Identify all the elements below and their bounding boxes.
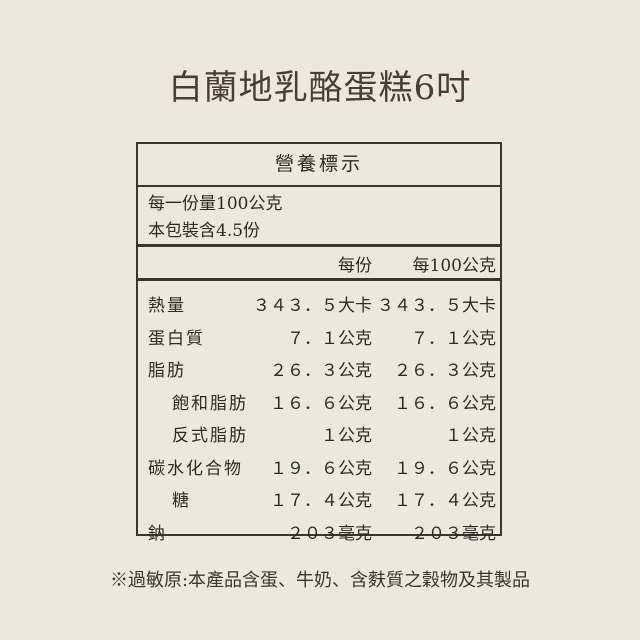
col-per-serving: 每份 bbox=[338, 256, 372, 276]
serving-info: 每一份量100公克 本包裝含4.5份 bbox=[138, 187, 500, 247]
nutrient-row: 碳水化合物 １９．６公克 １９．６公克 bbox=[138, 450, 500, 483]
nutrient-row: 熱量 ３４３．５大卡 ３４３．５大卡 bbox=[138, 287, 500, 320]
nutrient-name: 脂肪 bbox=[148, 361, 186, 381]
per-serving-value: ２０３毫克 bbox=[287, 523, 372, 544]
per-100g-value: １公克 bbox=[445, 426, 496, 446]
nutrient-name: 熱量 bbox=[148, 296, 186, 316]
nutrient-name: 蛋白質 bbox=[148, 328, 205, 349]
nutrient-row: 飽和脂肪 １６．６公克 １６．６公克 bbox=[138, 385, 500, 418]
per-100g-value: ２０３毫克 bbox=[411, 523, 496, 544]
col-per-100g: 每100公克 bbox=[412, 256, 496, 276]
per-serving-value: １７．４公克 bbox=[270, 491, 372, 511]
nutrient-name: 鈉 bbox=[148, 523, 167, 544]
nutrient-name: 碳水化合物 bbox=[148, 458, 243, 479]
per-100g-value: ３４３．５大卡 bbox=[377, 296, 496, 316]
per-serving-value: １６．６公克 bbox=[270, 393, 372, 414]
per-serving-value: ３４３．５大卡 bbox=[253, 296, 372, 316]
nutrient-row: 脂肪 ２６．３公克 ２６．３公克 bbox=[138, 352, 500, 385]
nutrition-label: 營養標示 每一份量100公克 本包裝含4.5份 每份 每100公克 熱量 ３４３．… bbox=[136, 142, 502, 544]
nutrient-name: 飽和脂肪 bbox=[172, 393, 248, 414]
nutrient-name: 反式脂肪 bbox=[172, 426, 248, 446]
per-100g-value: １６．６公克 bbox=[394, 393, 496, 414]
servings-per-package: 本包裝含4.5份 bbox=[148, 221, 261, 241]
per-100g-value: １９．６公克 bbox=[394, 458, 496, 479]
serving-size: 每一份量100公克 bbox=[148, 194, 283, 214]
column-header: 每份 每100公克 bbox=[138, 247, 500, 281]
nutrient-rows: 熱量 ３４３．５大卡 ３４３．５大卡蛋白質 ７．１公克 ７．１公克脂肪 ２６．３公克 ２６．… bbox=[138, 281, 500, 547]
nutrient-row: 蛋白質 ７．１公克 ７．１公克 bbox=[138, 320, 500, 353]
per-serving-value: １９．６公克 bbox=[270, 458, 372, 479]
nutrition-heading: 營養標示 bbox=[138, 144, 500, 187]
per-serving-value: １公克 bbox=[321, 426, 372, 446]
nutrient-name: 糖 bbox=[172, 491, 191, 511]
per-serving-value: ７．１公克 bbox=[287, 328, 372, 349]
nutrient-row: 鈉 ２０３毫克 ２０３毫克 bbox=[138, 515, 500, 548]
per-100g-value: １７．４公克 bbox=[394, 491, 496, 511]
per-serving-value: ２６．３公克 bbox=[270, 361, 372, 381]
per-100g-value: ７．１公克 bbox=[411, 328, 496, 349]
product-title: 白蘭地乳酪蛋糕6吋 bbox=[168, 68, 472, 108]
per-100g-value: ２６．３公克 bbox=[394, 361, 496, 381]
nutrient-row: 糖 １７．４公克 １７．４公克 bbox=[138, 482, 500, 515]
nutrient-row: 反式脂肪 １公克 １公克 bbox=[138, 417, 500, 450]
allergen-note: ※過敏原:本產品含蛋、牛奶、含麩質之穀物及其製品 bbox=[109, 570, 531, 591]
